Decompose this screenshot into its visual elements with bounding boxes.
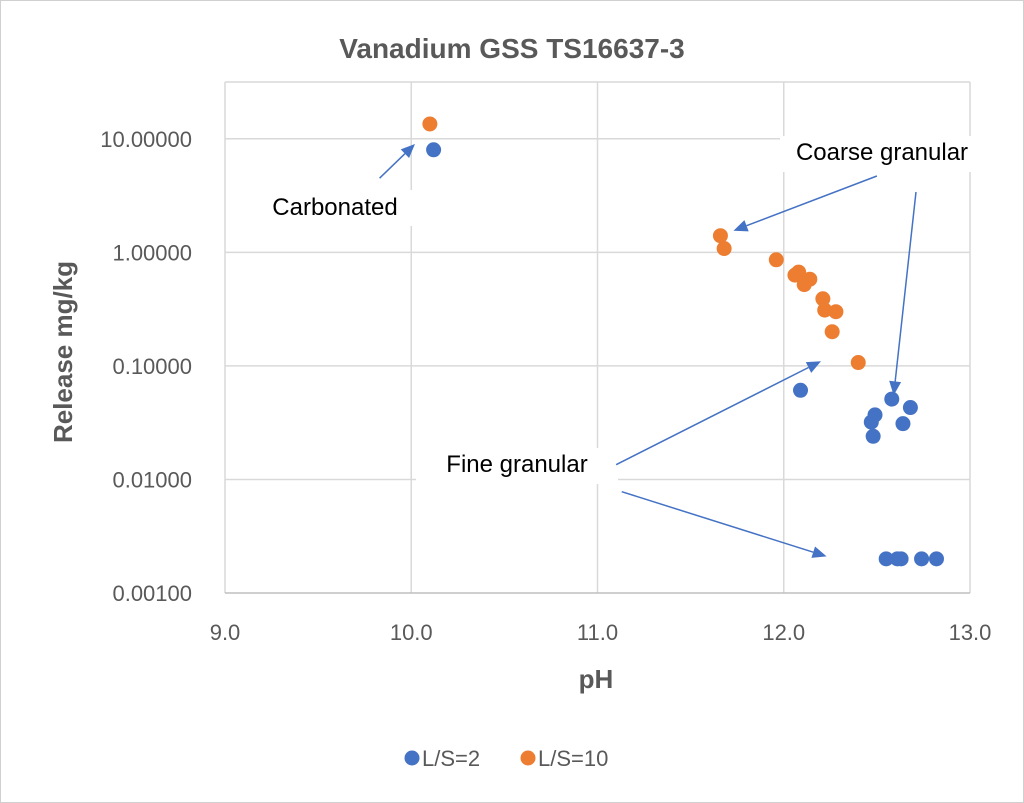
y-tick-labels: 0.00100 0.01000 0.10000 1.00000 10.00000 xyxy=(100,127,192,606)
annotation-arrow-line xyxy=(379,153,406,179)
point-ls10 xyxy=(828,304,844,320)
point-ls2 xyxy=(902,400,918,416)
annotation-background xyxy=(416,448,618,484)
legend-marker xyxy=(404,750,420,766)
legend-label: L/S=10 xyxy=(538,746,608,771)
point-ls10 xyxy=(802,271,818,287)
y-axis-label: Release mg/kg xyxy=(48,261,78,443)
point-ls2 xyxy=(884,391,900,407)
y-tick-label: 10.00000 xyxy=(100,127,192,152)
point-ls10 xyxy=(768,252,784,268)
point-ls10 xyxy=(716,241,732,257)
point-ls2 xyxy=(928,551,944,567)
x-tick-label: 9.0 xyxy=(210,620,241,645)
annotation-arrow-head xyxy=(889,380,902,396)
annotation-arrow-line xyxy=(615,366,809,466)
annotation-arrow-head xyxy=(400,143,415,159)
grid xyxy=(224,81,971,594)
point-ls2 xyxy=(867,407,883,423)
annotation-carbonated: Carbonated xyxy=(272,194,397,221)
point-ls2 xyxy=(865,428,881,444)
point-ls10 xyxy=(850,355,866,371)
point-ls2 xyxy=(878,551,894,567)
point-ls10 xyxy=(791,264,807,280)
y-tick-label: 0.00100 xyxy=(112,581,192,606)
legend-label: L/S=2 xyxy=(422,746,480,771)
annotation-background xyxy=(258,190,412,226)
annotation-arrow-head xyxy=(733,220,749,232)
annotation-arrow-line xyxy=(894,191,917,382)
annotation-arrow-line xyxy=(621,490,814,553)
annotation-fine-granular: Fine granular xyxy=(446,451,587,478)
x-tick-label: 12.0 xyxy=(762,620,805,645)
annotation-arrows xyxy=(379,143,917,558)
point-ls2 xyxy=(895,416,911,432)
annotation-arrow-head xyxy=(811,546,827,558)
point-ls2 xyxy=(893,551,909,567)
point-ls10 xyxy=(815,291,831,307)
x-tick-labels: 9.0 10.0 11.0 12.0 13.0 xyxy=(210,620,992,645)
point-ls2 xyxy=(793,382,809,398)
point-ls10 xyxy=(712,228,728,244)
x-tick-label: 10.0 xyxy=(390,620,433,645)
y-tick-label: 0.10000 xyxy=(112,354,192,379)
annotation-arrow-line xyxy=(746,175,878,227)
point-ls10 xyxy=(817,302,833,318)
y-tick-label: 0.01000 xyxy=(112,467,192,492)
point-ls2 xyxy=(914,551,930,567)
point-ls10 xyxy=(422,116,438,132)
y-tick-label: 1.00000 xyxy=(112,240,192,265)
x-tick-label: 11.0 xyxy=(577,620,618,645)
legend: L/S=2 L/S=10 xyxy=(404,746,608,771)
legend-marker xyxy=(520,750,536,766)
chart-title: Vanadium GSS TS16637-3 xyxy=(339,33,685,64)
x-axis-label: pH xyxy=(579,664,614,694)
annotation-background xyxy=(780,136,984,172)
data-points xyxy=(422,116,944,567)
point-ls10 xyxy=(824,324,840,340)
annotation-arrow-head xyxy=(805,361,821,373)
annotation-coarse-granular: Coarse granular xyxy=(796,139,968,166)
point-ls2 xyxy=(426,142,442,158)
annotation-backgrounds xyxy=(258,136,984,484)
x-tick-label: 13.0 xyxy=(949,620,992,645)
